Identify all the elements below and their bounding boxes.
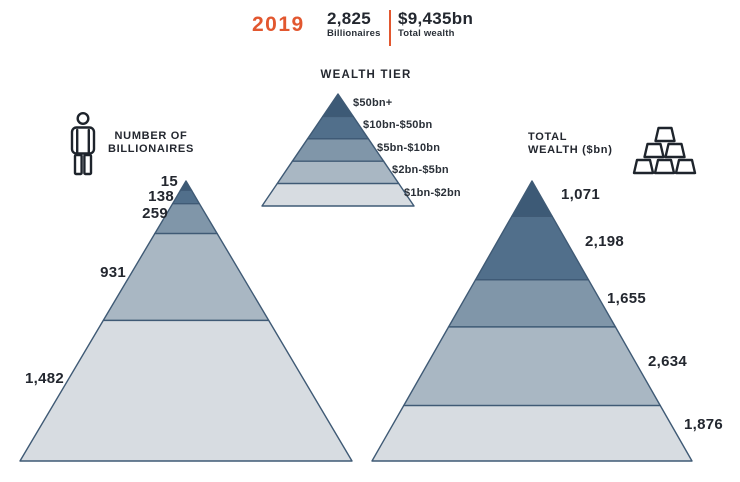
left-pyramid-title-line1: NUMBER OF — [114, 130, 188, 142]
left-pyramid-title: NUMBER OF BILLIONAIRES — [96, 130, 206, 156]
legend-label-50bn-plus: $50bn+ — [353, 97, 393, 109]
total-wealth-label: Total wealth — [398, 28, 455, 39]
count-tier3-value: 259 — [142, 205, 168, 222]
wealth-tier-legend-pyramid — [261, 93, 415, 207]
legend-segment-5-1bn2bn — [261, 182, 415, 207]
total-wealth-value: $9,435bn — [398, 9, 474, 28]
year-label: 2019 — [252, 13, 305, 36]
count-segment-5-1bn2bn — [19, 319, 353, 462]
wealth-segment-2-10bn50bn — [474, 215, 590, 281]
wealth-segment-1-50bn — [511, 180, 553, 217]
wealth-tier3-value: 1,655 — [607, 290, 647, 307]
count-segment-2-10bn50bn — [171, 189, 201, 205]
wealth-tier1-value: 1,071 — [561, 186, 601, 203]
left-pyramid-title-line2: BILLIONAIRES — [107, 143, 194, 155]
count-segment-1-50bn — [179, 180, 193, 191]
wealth-tier2-value: 2,198 — [585, 233, 625, 250]
wealth-segment-4-2bn5bn — [403, 326, 661, 407]
count-tier2-value: 138 — [148, 188, 174, 205]
wealth-tier-legend-title: WEALTH TIER — [320, 69, 412, 81]
right-pyramid-title-line2: WEALTH ($bn) — [528, 144, 613, 156]
legend-label-2bn-5bn: $2bn-$5bn — [392, 164, 449, 176]
wealth-segment-5-1bn2bn — [371, 404, 693, 462]
count-tier5-value: 1,482 — [24, 370, 64, 387]
legend-segment-3-5bn10bn — [291, 138, 385, 162]
count-segment-4-2bn5bn — [102, 232, 270, 322]
wealth-tier5-value: 1,876 — [684, 416, 724, 433]
wealth-segment-3-5bn10bn — [447, 279, 617, 328]
wealth-pyramid — [371, 180, 693, 462]
billionaires-count-value: 2,825 — [327, 9, 372, 28]
count-pyramid — [19, 180, 353, 462]
billionaires-count-label: Billionaires — [327, 28, 381, 39]
legend-label-5bn-10bn: $5bn-$10bn — [377, 142, 441, 154]
legend-label-10bn-50bn: $10bn-$50bn — [363, 119, 433, 131]
legend-label-1bn-2bn: $1bn-$2bn — [404, 187, 461, 199]
header-divider — [389, 10, 391, 46]
legend-segment-2-10bn50bn — [306, 115, 370, 140]
gold-bars-icon — [632, 126, 697, 175]
right-pyramid-title-line1: TOTAL — [528, 131, 568, 143]
count-tier4-value: 931 — [100, 264, 126, 281]
right-pyramid-title: TOTAL WEALTH ($bn) — [528, 131, 638, 157]
legend-segment-1-50bn — [322, 93, 354, 118]
count-tier1-value: 15 — [160, 173, 178, 190]
wealth-tier4-value: 2,634 — [648, 353, 688, 370]
person-icon — [70, 111, 96, 176]
